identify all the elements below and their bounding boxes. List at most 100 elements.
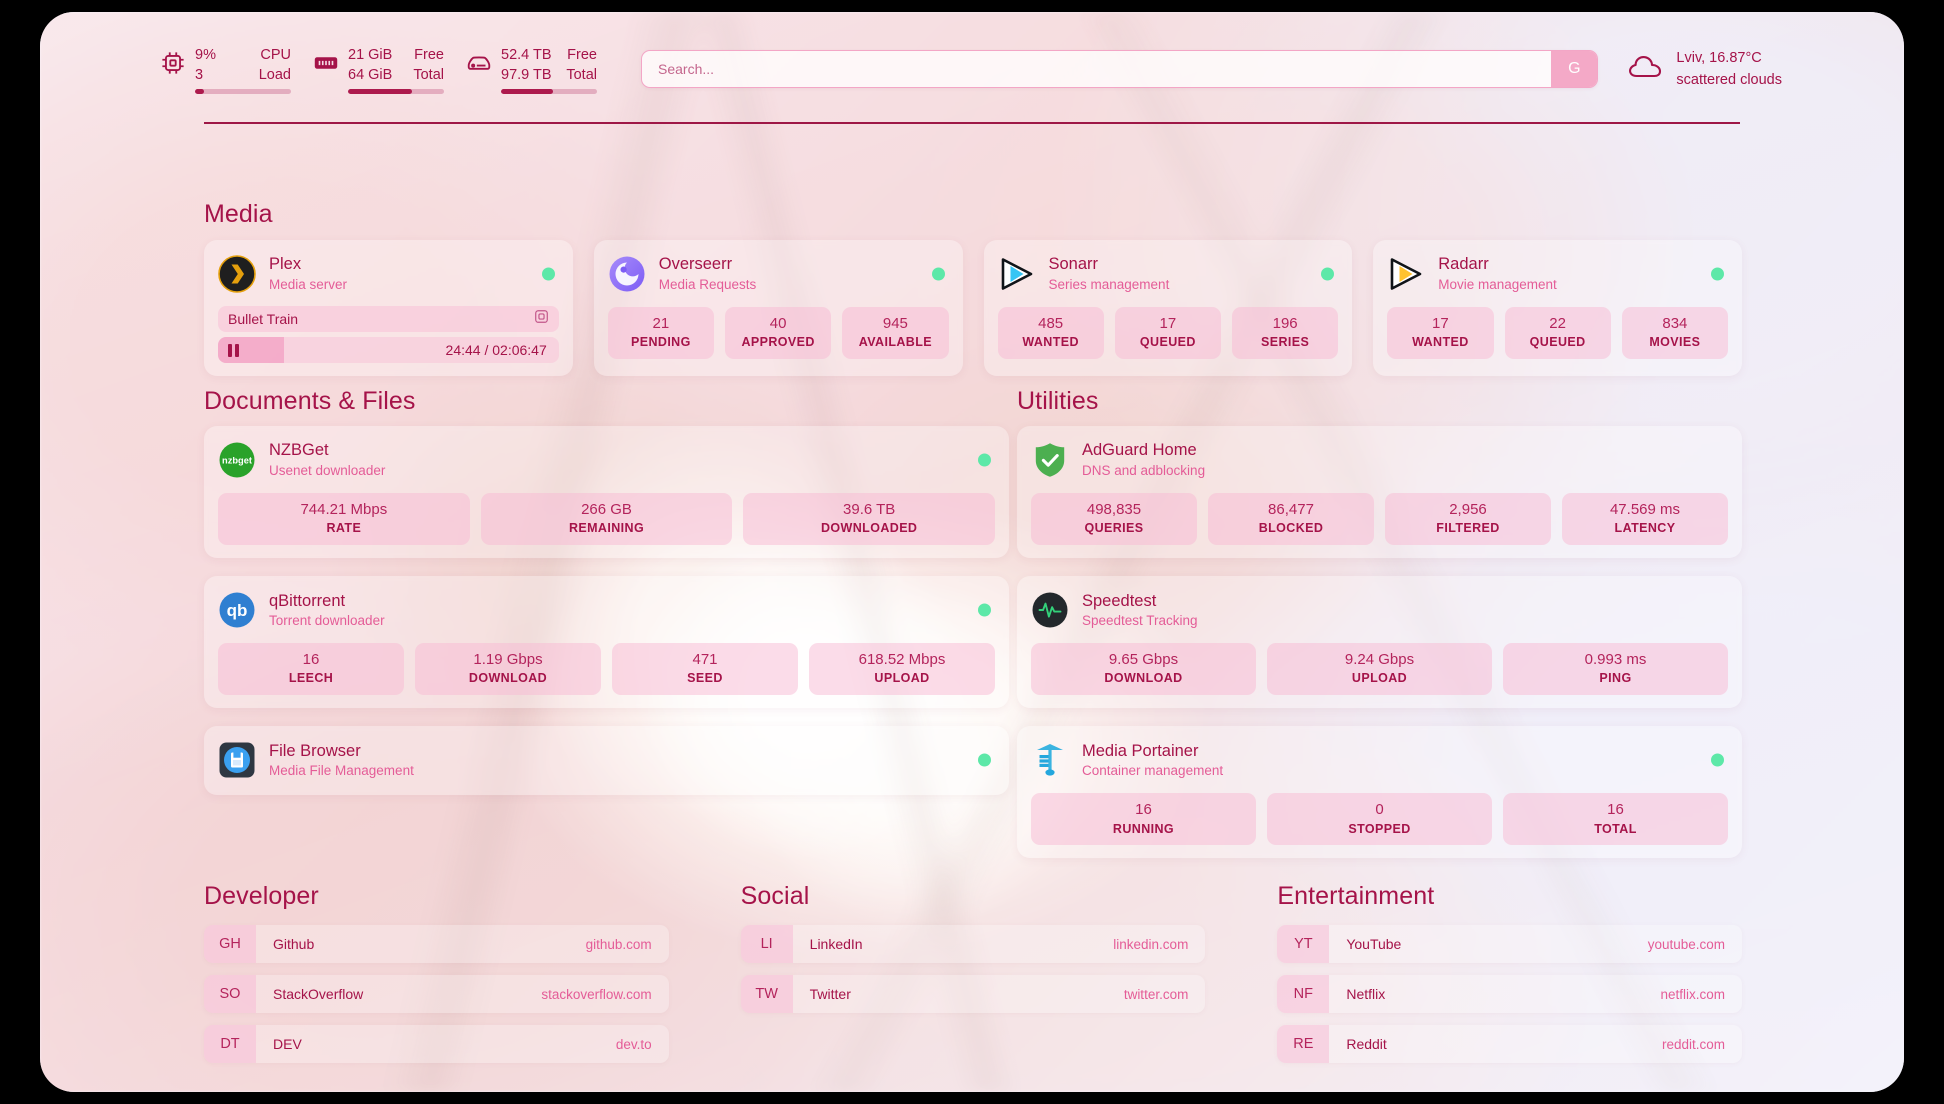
bookmark-group-social: Social LI LinkedIn linkedin.com TW Twitter twi…	[740, 882, 1206, 1063]
service-subtitle: Container management	[1082, 763, 1224, 779]
stat-value: 39.6 TB	[843, 501, 896, 518]
system-stat-progress-bar	[501, 88, 597, 94]
bookmark-item-youtube[interactable]: YT YouTube youtube.com	[1277, 925, 1742, 963]
bookmark-item-dev[interactable]: DT DEV dev.to	[204, 1025, 669, 1063]
stat-running[interactable]: 16 RUNNING	[1031, 793, 1256, 846]
system-stat-label-secondary: Total	[413, 66, 444, 83]
service-card-header: qb qBittorrent Torrent downloader	[218, 588, 995, 632]
svg-text:qb: qb	[227, 601, 248, 620]
stat-value: 40	[769, 315, 787, 332]
stat-series[interactable]: 196 SERIES	[1232, 307, 1339, 360]
service-subtitle: Torrent downloader	[269, 613, 385, 629]
bookmark-name: YouTube	[1346, 936, 1402, 952]
service-card-qbittorrent[interactable]: qb qBittorrent Torrent downloader 16 LEECH 1.…	[204, 576, 1009, 709]
section-title-social: Social	[740, 882, 810, 910]
service-card-titles: File Browser Media File Management	[269, 741, 414, 780]
now-playing-progress[interactable]: 24:44 / 02:06:47	[218, 337, 559, 363]
service-card-adguard-home[interactable]: AdGuard Home DNS and adblocking 498,835 QUE…	[1017, 426, 1742, 559]
stat-leech[interactable]: 16 LEECH	[218, 643, 404, 696]
stat-rate[interactable]: 744.21 Mbps RATE	[218, 493, 470, 546]
stat-label: RUNNING	[1112, 821, 1175, 836]
service-card-sonarr[interactable]: Sonarr Series management 485 WANTED 17 QUEUED…	[983, 240, 1353, 376]
pause-icon[interactable]	[228, 343, 239, 357]
stat-queued[interactable]: 22 QUEUED	[1504, 307, 1611, 360]
stat-download[interactable]: 9.65 Gbps DOWNLOAD	[1031, 643, 1256, 696]
bookmark-abbreviation: GH	[204, 925, 256, 963]
bookmark-url: stackoverflow.com	[541, 986, 652, 1002]
stat-stopped[interactable]: 0 STOPPED	[1267, 793, 1492, 846]
service-subtitle: Media File Management	[269, 763, 414, 779]
now-playing: Bullet Train 24:44 / 02:06:47	[218, 306, 559, 363]
bookmark-item-stackoverflow[interactable]: SO StackOverflow stackoverflow.com	[204, 975, 669, 1013]
stat-label: LEECH	[288, 671, 334, 686]
cast-icon[interactable]	[534, 309, 549, 329]
bookmark-name: Netflix	[1346, 986, 1386, 1002]
stat-queries[interactable]: 498,835 QUERIES	[1031, 493, 1197, 546]
system-stat-values: 52.4 TB 97.9 TB	[501, 45, 552, 85]
stat-value: 0	[1375, 801, 1384, 819]
stat-remaining[interactable]: 266 GB REMAINING	[480, 493, 733, 546]
service-card-header: AdGuard Home DNS and adblocking	[1031, 438, 1728, 482]
stat-wanted[interactable]: 485 WANTED	[997, 307, 1104, 360]
search-input[interactable]	[642, 51, 1552, 87]
system-stat-labels: Free Total	[413, 45, 444, 85]
stat-seed[interactable]: 471 SEED	[612, 643, 798, 696]
header-divider	[204, 122, 1740, 124]
search-bar[interactable]: G	[641, 50, 1599, 88]
service-name: Sonarr	[1048, 255, 1099, 274]
stat-wanted[interactable]: 17 WANTED	[1387, 307, 1494, 360]
search-engine-button[interactable]: G	[1551, 51, 1598, 87]
bookmark-item-linkedin[interactable]: LI LinkedIn linkedin.com	[740, 925, 1206, 963]
service-card-plex[interactable]: Plex Media server Bullet Train 24:44 / 02:0…	[204, 240, 573, 376]
service-subtitle: Media Requests	[658, 277, 757, 293]
service-stats-row: 17 WANTED 22 QUEUED 834 MOVIES	[1387, 307, 1728, 360]
bookmark-groups: Developer GH Github github.com SO StackOverfl…	[204, 882, 1742, 1063]
stat-ping[interactable]: 0.993 ms PING	[1503, 643, 1728, 696]
service-card-titles: Media Portainer Container management	[1082, 741, 1223, 780]
stat-approved[interactable]: 40 APPROVED	[725, 307, 832, 360]
stat-value: 22	[1549, 315, 1566, 332]
bookmark-item-github[interactable]: GH Github github.com	[204, 925, 669, 963]
stat-blocked[interactable]: 86,477 BLOCKED	[1208, 493, 1374, 546]
bookmark-abbreviation: NF	[1277, 975, 1330, 1013]
stat-queued[interactable]: 17 QUEUED	[1114, 307, 1221, 360]
stat-value: 834	[1662, 315, 1688, 332]
stat-movies[interactable]: 834 MOVIES	[1621, 307, 1728, 360]
weather-description: scattered clouds	[1676, 71, 1782, 88]
service-card-titles: Radarr Movie management	[1438, 254, 1557, 293]
service-card-file-browser[interactable]: File Browser Media File Management	[204, 726, 1009, 796]
service-stats-row: 744.21 Mbps RATE 266 GB REMAINING 39.6 TB DOW…	[218, 493, 996, 546]
bookmark-item-twitter[interactable]: TW Twitter twitter.com	[740, 975, 1206, 1013]
stat-upload[interactable]: 9.24 Gbps UPLOAD	[1267, 643, 1492, 696]
stat-upload[interactable]: 618.52 Mbps UPLOAD	[809, 643, 995, 696]
stat-latency[interactable]: 47.569 ms LATENCY	[1562, 493, 1728, 546]
service-card-radarr[interactable]: Radarr Movie management 17 WANTED 22 QUEUED 83…	[1373, 240, 1742, 376]
stat-value: 1.19 Gbps	[473, 651, 543, 669]
stat-available[interactable]: 945 AVAILABLE	[842, 307, 949, 360]
bookmark-name: Reddit	[1346, 1036, 1387, 1052]
bookmark-url: reddit.com	[1661, 1036, 1725, 1052]
bookmark-item-netflix[interactable]: NF Netflix netflix.com	[1277, 975, 1742, 1013]
system-stat-value-primary: 21 GiB	[348, 46, 393, 63]
stat-filtered[interactable]: 2,956 FILTERED	[1385, 493, 1551, 546]
service-card-nzbget[interactable]: nzbget NZBGet Usenet downloader 744.21 Mbps…	[204, 426, 1009, 559]
service-card-overseerr[interactable]: Overseerr Media Requests 21 PENDING 40 APPROV…	[593, 240, 963, 376]
bookmark-abbreviation: YT	[1277, 925, 1330, 963]
stat-value: 498,835	[1086, 501, 1142, 518]
stat-download[interactable]: 1.19 Gbps DOWNLOAD	[415, 643, 601, 696]
stat-label: PING	[1599, 671, 1632, 686]
service-card-media-portainer[interactable]: Media Portainer Container management 16 RUN…	[1017, 726, 1742, 859]
bookmark-item-reddit[interactable]: RE Reddit reddit.com	[1277, 1025, 1742, 1063]
bookmark-group-developer: Developer GH Github github.com SO StackOverfl…	[204, 882, 669, 1063]
stat-label: REMAINING	[568, 521, 645, 536]
stat-downloaded[interactable]: 39.6 TB DOWNLOADED	[743, 493, 996, 546]
system-stat-progress-bar	[195, 88, 291, 94]
documents-card-list: nzbget NZBGet Usenet downloader 744.21 Mbps…	[204, 426, 1009, 796]
stat-label: BLOCKED	[1258, 521, 1324, 536]
service-card-speedtest[interactable]: Speedtest Speedtest Tracking 9.65 Gbps DOWN…	[1017, 576, 1742, 709]
stat-pending[interactable]: 21 PENDING	[607, 307, 714, 360]
bookmark-abbreviation: SO	[204, 975, 256, 1013]
bookmark-url: linkedin.com	[1113, 936, 1189, 952]
stat-total[interactable]: 16 TOTAL	[1503, 793, 1728, 846]
service-card-titles: Sonarr Series management	[1049, 254, 1170, 293]
